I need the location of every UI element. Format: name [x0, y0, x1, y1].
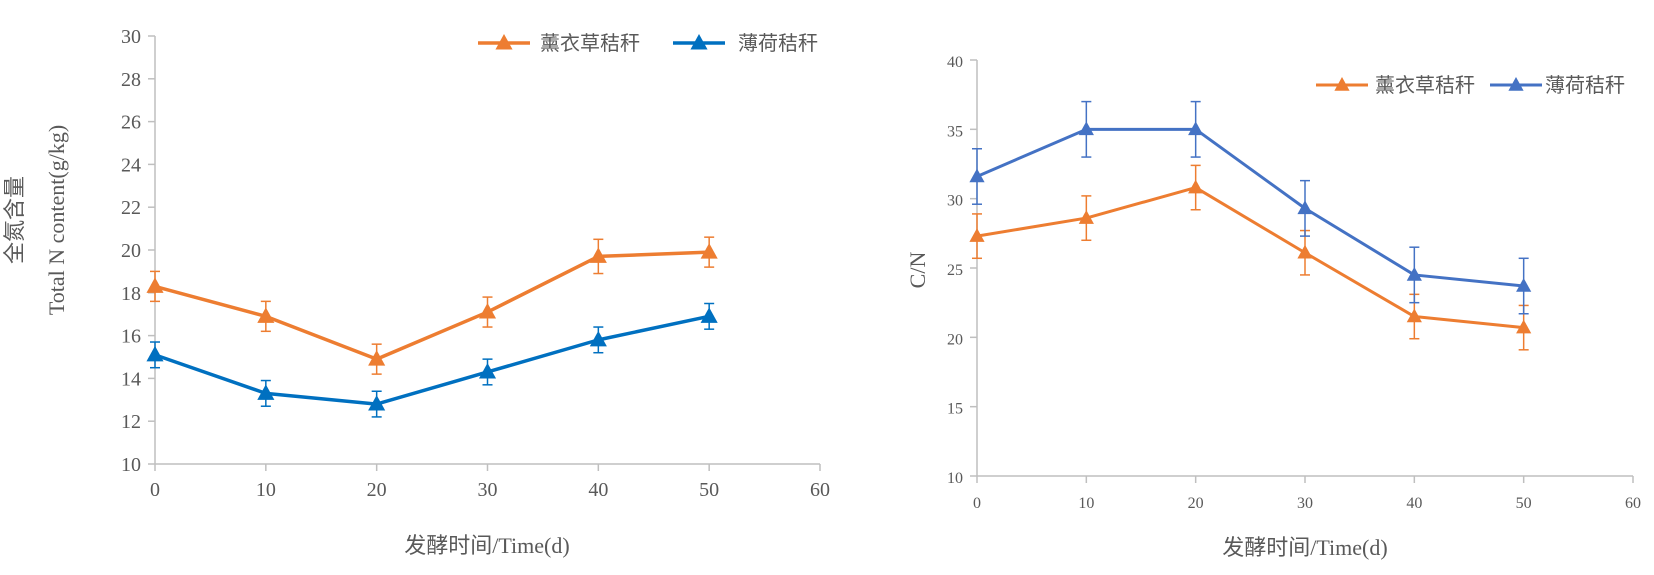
- x-tick-label: 60: [810, 479, 830, 501]
- x-tick-label: 50: [699, 479, 719, 501]
- chart-2: 10 15 20 25 30 35 40 0 10 20 30 40 50 60 薰衣草秸秆 薄荷秸秆发酵时间…: [905, 54, 1641, 560]
- series-line: [154, 250, 710, 361]
- y-tick-label: 15: [947, 401, 963, 418]
- data-point: [1297, 200, 1313, 215]
- y-tick-label: 30: [947, 193, 963, 210]
- data-point: [1188, 121, 1204, 136]
- y-tick-label: 25: [947, 262, 963, 279]
- y-tick-label: 40: [947, 54, 963, 71]
- y-tick-label: 26: [121, 112, 141, 134]
- data-point: [1406, 266, 1422, 281]
- x-tick-label: 10: [256, 479, 276, 501]
- y-tick-label: 16: [121, 326, 141, 348]
- data-point: [257, 384, 275, 400]
- y-tick-label: 14: [121, 368, 141, 390]
- x-tick-label: 0: [973, 495, 981, 512]
- y-axis-title: C/N: [905, 252, 930, 289]
- y-tick-label: 18: [121, 283, 141, 305]
- legend-label: 薄荷秸秆: [1545, 74, 1625, 97]
- x-tick-label: 20: [1188, 495, 1204, 512]
- y-axis-title-line2: Total N content(g/kg): [44, 125, 69, 315]
- data-point: [146, 277, 164, 293]
- legend-marker: [690, 34, 708, 50]
- series-1: 薰衣草秸秆: [146, 32, 718, 375]
- legend-marker: [495, 34, 513, 50]
- y-tick-label: 28: [121, 69, 141, 91]
- y-tick-label: 12: [121, 411, 141, 433]
- data-point: [368, 395, 386, 411]
- y-tick-label: 20: [947, 331, 963, 348]
- data-point: [700, 243, 718, 259]
- legend-label: 薰衣草秸秆: [1375, 74, 1475, 97]
- x-tick-label: 20: [367, 479, 387, 501]
- series-2: 薄荷秸秆: [969, 74, 1625, 315]
- y-tick-label: 30: [121, 26, 141, 48]
- series-1: 薰衣草秸秆: [969, 74, 1532, 351]
- data-point: [1406, 308, 1422, 323]
- legend-label: 薄荷秸秆: [738, 32, 818, 55]
- legend-label: 薰衣草秸秆: [540, 32, 640, 55]
- x-tick-label: 40: [1406, 495, 1422, 512]
- data-point: [257, 307, 275, 323]
- data-point: [1078, 121, 1094, 136]
- data-point: [969, 168, 985, 183]
- y-tick-label: 10: [947, 470, 963, 487]
- data-point: [700, 307, 718, 323]
- x-axis-title: 发酵时间/Time(d): [1222, 535, 1387, 560]
- data-point: [1188, 179, 1204, 194]
- x-tick-label: 40: [588, 479, 608, 501]
- data-point: [146, 345, 164, 362]
- legend-marker: [1334, 77, 1350, 91]
- x-tick-label: 10: [1078, 495, 1094, 512]
- data-point: [368, 350, 386, 366]
- data-point: [1078, 210, 1094, 224]
- data-point: [478, 362, 497, 379]
- y-tick-label: 35: [947, 123, 963, 140]
- x-tick-label: 60: [1625, 495, 1641, 512]
- series-line: [976, 186, 1524, 330]
- data-point: [969, 228, 985, 242]
- y-tick-label: 22: [121, 197, 141, 219]
- x-tick-label: 50: [1516, 495, 1532, 512]
- x-axis-title: 发酵时间/Time(d): [404, 533, 569, 558]
- series-line: [154, 314, 710, 406]
- x-tick-label: 30: [1297, 495, 1313, 512]
- y-tick-label: 10: [121, 454, 141, 476]
- series-2: 薄荷秸秆: [146, 32, 818, 418]
- series-line: [976, 127, 1524, 288]
- y-tick-label: 20: [121, 240, 141, 262]
- data-point: [1516, 319, 1532, 334]
- x-tick-label: 0: [150, 479, 160, 501]
- y-axis-title: 全氮含量: [2, 176, 27, 264]
- legend-marker: [1508, 77, 1524, 91]
- y-tick-label: 24: [121, 154, 141, 176]
- data-point: [1297, 244, 1313, 259]
- x-tick-label: 30: [478, 479, 498, 501]
- data-point: [1516, 278, 1532, 292]
- data-point: [589, 330, 607, 347]
- data-point: [478, 303, 497, 319]
- data-point: [589, 247, 607, 263]
- chart-1: 10 12 14 16 18 20 22 24 26 28 30 0 10 20 30 40 50 60 薰衣草秸秆…: [2, 26, 830, 558]
